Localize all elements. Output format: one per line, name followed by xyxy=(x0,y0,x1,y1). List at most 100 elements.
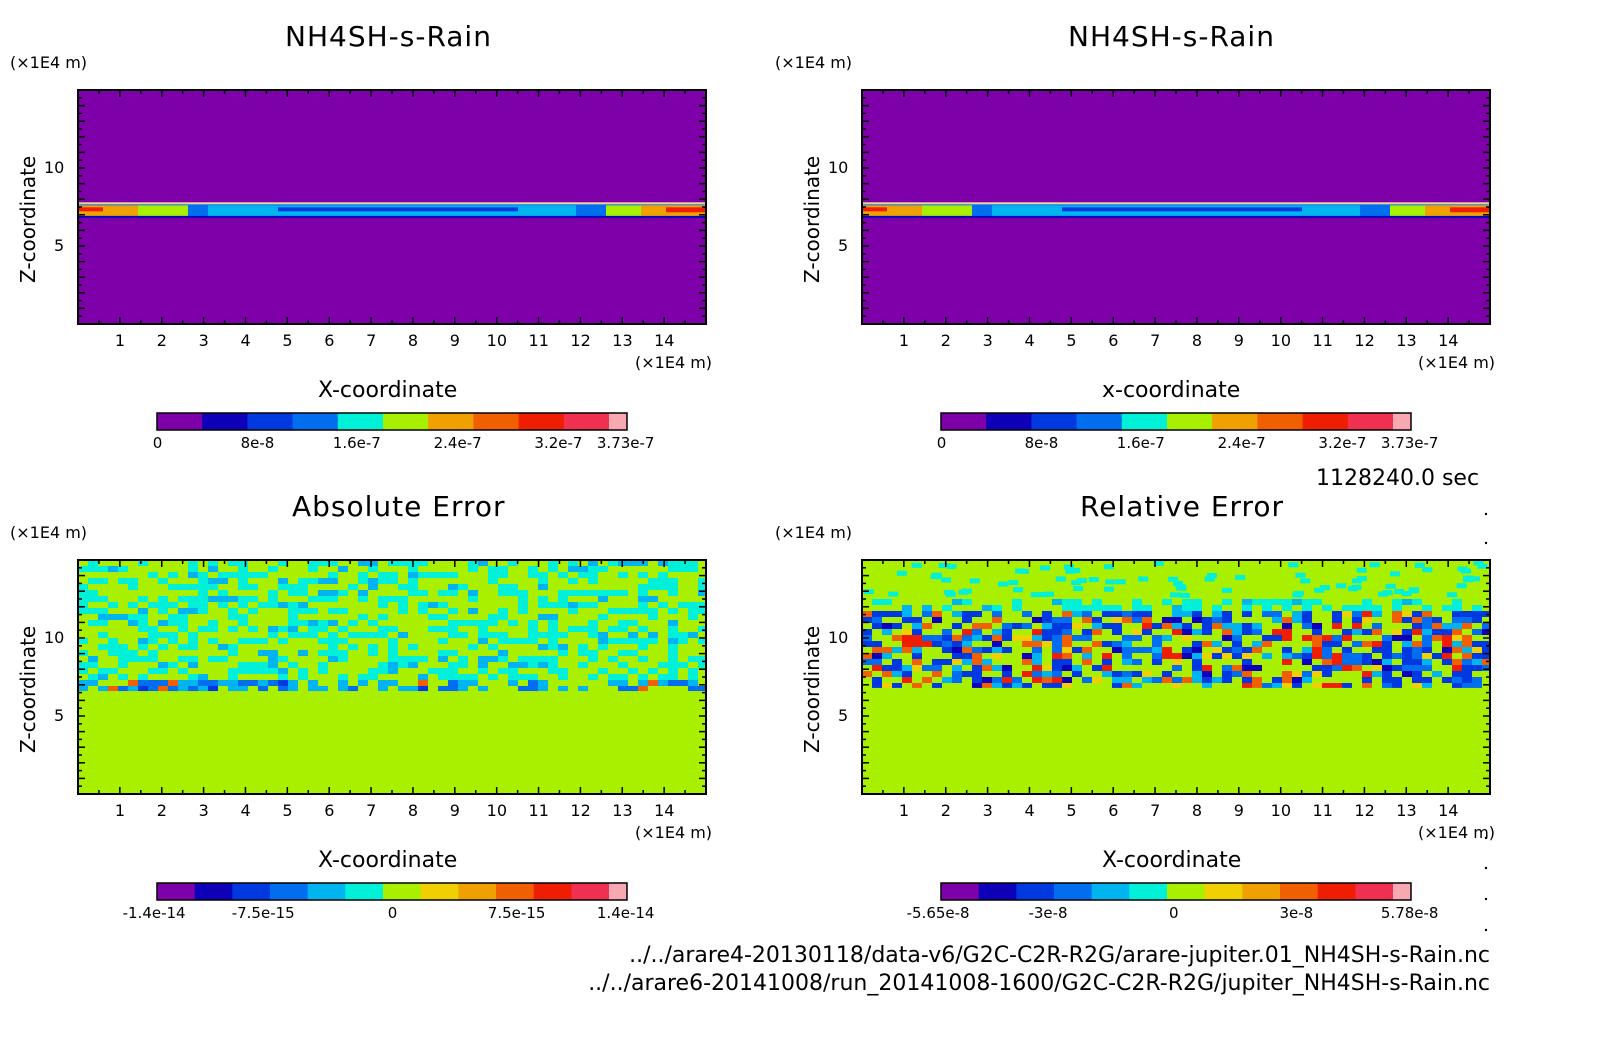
noise-cell xyxy=(1262,635,1272,641)
noise-cell xyxy=(1052,653,1062,659)
noise-cell xyxy=(1192,647,1202,653)
noise-cell xyxy=(1152,653,1162,659)
noise-cell xyxy=(1422,623,1432,629)
noise-cell xyxy=(238,596,248,602)
noise-cell xyxy=(1122,641,1132,647)
noise-cell xyxy=(992,605,1002,611)
panel1-x-unit: (×1E4 m) xyxy=(635,353,713,372)
noise-cell xyxy=(1382,659,1392,665)
noise-cell xyxy=(1472,653,1482,659)
noise-cell xyxy=(1032,635,1042,641)
colorbar-label: -5.65e-8 xyxy=(906,904,970,922)
x-tick-label: 6 xyxy=(324,801,335,820)
noise-cell xyxy=(498,656,508,662)
noise-cell xyxy=(398,560,408,566)
noise-cell xyxy=(1132,611,1142,617)
noise-cell xyxy=(1176,585,1187,591)
noise-cell xyxy=(188,602,198,608)
noise-cell xyxy=(688,668,698,674)
noise-cell xyxy=(468,620,478,626)
noise-cell xyxy=(398,602,408,608)
noise-cell xyxy=(1242,653,1252,659)
noise-cell xyxy=(248,680,258,686)
noise-cell xyxy=(638,638,648,644)
panel2-layer-bottom xyxy=(862,215,1490,218)
noise-cell xyxy=(1372,605,1382,611)
noise-cell xyxy=(1062,641,1072,647)
y-tick-label: 10 xyxy=(44,628,65,647)
noise-cell xyxy=(598,638,608,644)
noise-cell xyxy=(158,662,168,668)
noise-cell xyxy=(1152,647,1162,653)
y-tick-label: 10 xyxy=(828,158,849,177)
noise-cell xyxy=(872,617,882,623)
noise-cell xyxy=(992,635,1002,641)
noise-cell xyxy=(1452,605,1462,611)
noise-cell xyxy=(972,659,982,665)
colorbar-swatch xyxy=(157,883,196,900)
noise-cell xyxy=(528,638,538,644)
x-tick-label: 5 xyxy=(282,801,293,820)
noise-cell xyxy=(188,662,198,668)
noise-cell xyxy=(648,584,658,590)
noise-cell xyxy=(638,686,648,692)
noise-cell xyxy=(1172,623,1182,629)
noise-cell xyxy=(1295,572,1306,578)
noise-cell xyxy=(1412,659,1422,665)
noise-cell xyxy=(358,578,368,584)
noise-cell xyxy=(1282,653,1292,659)
noise-cell xyxy=(1142,617,1152,623)
noise-cell xyxy=(1342,659,1352,665)
noise-cell xyxy=(108,638,118,644)
noise-cell xyxy=(1462,671,1472,677)
noise-cell xyxy=(972,653,982,659)
noise-cell xyxy=(328,632,338,638)
noise-cell xyxy=(1162,623,1172,629)
noise-cell xyxy=(1252,641,1262,647)
noise-cell xyxy=(1372,647,1382,653)
noise-cell xyxy=(1392,677,1402,683)
noise-cell xyxy=(448,608,458,614)
noise-cell xyxy=(228,680,238,686)
noise-cell xyxy=(1312,635,1322,641)
noise-cell xyxy=(882,665,892,671)
noise-cell xyxy=(1192,617,1202,623)
colorbar-swatch xyxy=(1302,413,1349,430)
noise-cell xyxy=(578,650,588,656)
noise-cell xyxy=(88,674,98,680)
x-tick-label: 8 xyxy=(1191,801,1203,820)
noise-cell xyxy=(188,596,198,602)
noise-cell xyxy=(1032,647,1042,653)
panel3-y-unit: (×1E4 m) xyxy=(10,523,88,542)
noise-cell xyxy=(368,674,378,680)
noise-cell xyxy=(1152,677,1162,683)
noise-cell xyxy=(178,608,188,614)
noise-cell xyxy=(1232,653,1242,659)
noise-cell xyxy=(1378,591,1389,597)
colorbar-swatch xyxy=(202,413,248,430)
noise-cell xyxy=(1092,599,1102,605)
noise-cell xyxy=(1472,677,1482,683)
colorbar-swatch xyxy=(941,883,980,900)
noise-cell xyxy=(1082,611,1092,617)
colorbar-swatch xyxy=(941,413,987,430)
noise-cell xyxy=(1138,576,1149,582)
noise-cell xyxy=(228,614,238,620)
noise-cell xyxy=(238,668,248,674)
noise-cell xyxy=(548,602,558,608)
colorbar-swatch xyxy=(194,883,233,900)
noise-cell xyxy=(268,602,278,608)
noise-cell xyxy=(1162,677,1172,683)
noise-cell xyxy=(338,638,348,644)
noise-cell xyxy=(1062,629,1072,635)
noise-cell xyxy=(1382,653,1392,659)
noise-cell xyxy=(688,656,698,662)
noise-cell xyxy=(198,578,208,584)
noise-cell xyxy=(932,641,942,647)
noise-cell xyxy=(1242,647,1252,653)
panel2-patch-mid-blue xyxy=(1062,207,1302,212)
noise-cell xyxy=(388,680,398,686)
noise-cell xyxy=(178,614,188,620)
noise-cell xyxy=(1432,629,1442,635)
noise-cell xyxy=(628,632,638,638)
